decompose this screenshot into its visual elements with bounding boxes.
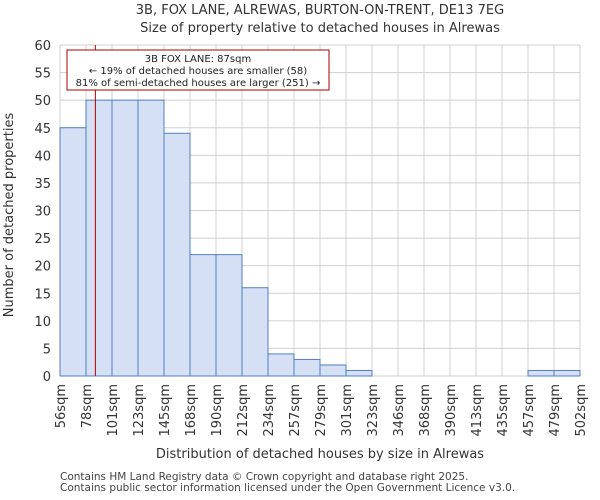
y-tick-label: 35 bbox=[34, 177, 51, 192]
x-tick-label: 190sqm bbox=[210, 384, 225, 437]
y-tick-label: 20 bbox=[34, 260, 51, 275]
bar bbox=[319, 364, 347, 377]
y-tick-label: 45 bbox=[34, 122, 51, 137]
y-tick-label: 40 bbox=[34, 149, 51, 164]
x-tick-label: 502sqm bbox=[574, 384, 589, 437]
y-axis-ticks: 0 5 10 15 20 25 30 35 40 45 50 55 60 bbox=[34, 39, 51, 385]
footer-line2: Contains public sector information licen… bbox=[60, 482, 516, 494]
x-tick-label: 168sqm bbox=[184, 384, 199, 437]
bar bbox=[267, 353, 295, 377]
y-tick-label: 15 bbox=[34, 287, 51, 302]
x-tick-label: 234sqm bbox=[262, 384, 277, 437]
annotation-line3: 81% of semi-detached houses are larger (… bbox=[76, 78, 321, 89]
annotation-box bbox=[66, 49, 330, 91]
y-tick-label: 0 bbox=[43, 370, 51, 385]
footer-line1: Contains HM Land Registry data © Crown c… bbox=[60, 471, 469, 483]
x-tick-label: 279sqm bbox=[314, 384, 329, 437]
x-tick-label: 323sqm bbox=[366, 384, 381, 437]
x-tick-label: 390sqm bbox=[444, 384, 459, 437]
bar bbox=[527, 369, 555, 377]
x-tick-label: 435sqm bbox=[496, 384, 511, 437]
x-axis-label: Distribution of detached houses by size … bbox=[156, 447, 484, 462]
bar bbox=[85, 99, 113, 377]
x-tick-label: 346sqm bbox=[392, 384, 407, 437]
y-tick-label: 5 bbox=[43, 342, 51, 357]
x-tick-label: 145sqm bbox=[158, 384, 173, 437]
bar bbox=[215, 254, 243, 377]
annotation-line2: ← 19% of detached houses are smaller (58… bbox=[89, 66, 307, 77]
x-tick-label: 413sqm bbox=[470, 384, 485, 437]
x-tick-label: 212sqm bbox=[236, 384, 251, 437]
bar bbox=[345, 369, 373, 377]
x-tick-label: 123sqm bbox=[132, 384, 147, 437]
chart-title-line1: 3B, FOX LANE, ALREWAS, BURTON-ON-TRENT, … bbox=[136, 3, 504, 18]
x-axis-ticks: 56sqm 78sqm 101sqm 123sqm 145sqm 168sqm 190sqm… bbox=[54, 384, 589, 437]
x-tick-label: 101sqm bbox=[106, 384, 121, 437]
x-tick-label: 479sqm bbox=[548, 384, 563, 437]
bar bbox=[163, 132, 191, 377]
y-tick-label: 10 bbox=[34, 315, 51, 330]
y-tick-label: 30 bbox=[34, 205, 51, 220]
x-tick-label: 78sqm bbox=[80, 384, 95, 428]
bars bbox=[59, 99, 581, 377]
y-tick-label: 25 bbox=[34, 232, 51, 247]
x-tick-label: 457sqm bbox=[522, 384, 537, 437]
x-tick-label: 257sqm bbox=[288, 384, 303, 437]
bar bbox=[111, 99, 139, 377]
y-tick-label: 50 bbox=[34, 94, 51, 109]
y-tick-label: 55 bbox=[34, 67, 51, 82]
x-tick-label: 56sqm bbox=[54, 384, 69, 428]
bar bbox=[59, 127, 87, 377]
bar bbox=[241, 287, 269, 377]
bar bbox=[137, 99, 165, 377]
x-tick-label: 368sqm bbox=[418, 384, 433, 437]
y-tick-label: 60 bbox=[34, 39, 51, 54]
bar bbox=[553, 369, 581, 377]
bar bbox=[293, 358, 321, 377]
y-axis-label: Number of detached properties bbox=[2, 113, 17, 318]
bar bbox=[189, 254, 217, 377]
annotation-line1: 3B FOX LANE: 87sqm bbox=[145, 54, 251, 65]
x-tick-label: 301sqm bbox=[340, 384, 355, 437]
chart-title-line2: Size of property relative to detached ho… bbox=[140, 21, 500, 36]
